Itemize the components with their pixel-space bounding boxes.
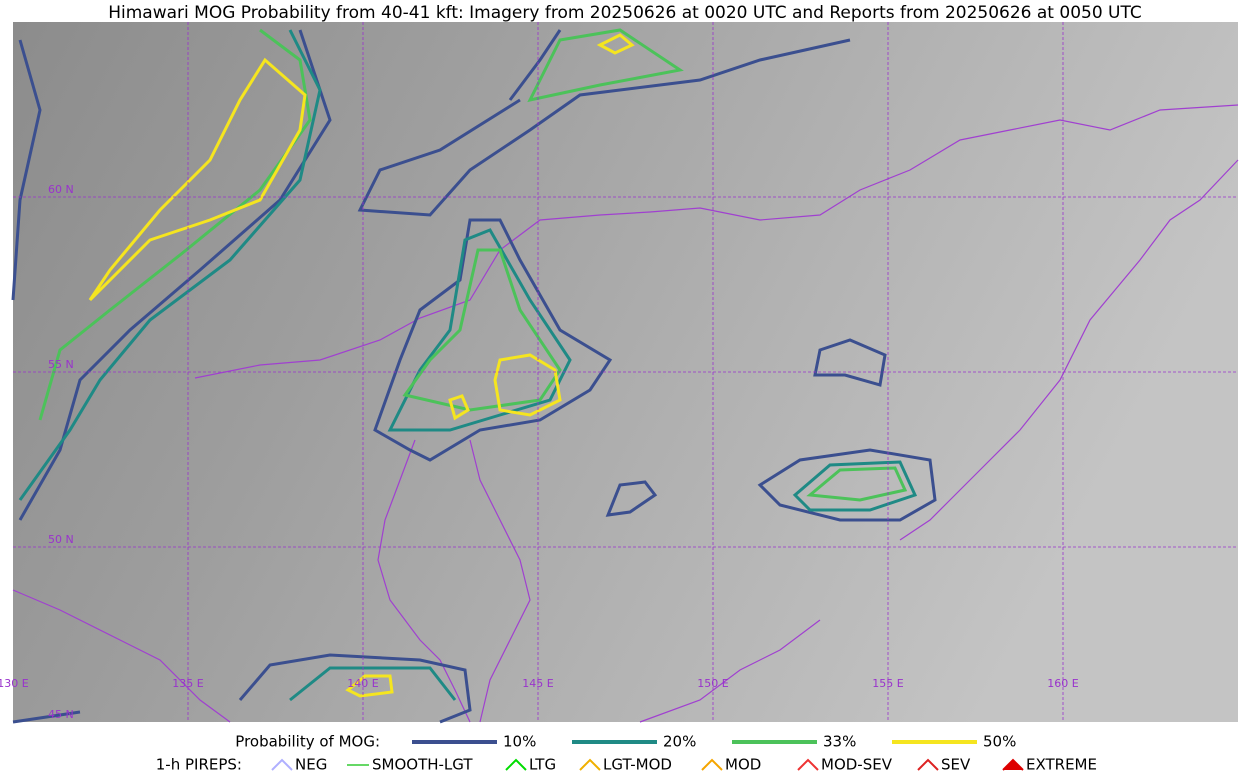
title: Himawari MOG Probability from 40-41 kft:… (108, 3, 1142, 23)
lon-label: 135 E (172, 677, 203, 690)
lon-label: 155 E (872, 677, 903, 690)
legend-label: 33% (823, 733, 856, 751)
lat-label: 55 N (48, 358, 74, 371)
pirep-label: SEV (941, 756, 971, 774)
legend-label: 50% (983, 733, 1016, 751)
pirep-label: SMOOTH-LGT (372, 756, 473, 774)
coastlines (12, 104, 1239, 723)
graticule: 60 N 55 N 50 N 45 N 130 E 135 E 140 E 145 E 150 … (0, 22, 1238, 722)
contours (11, 28, 937, 724)
lon-label: 140 E (347, 677, 378, 690)
pirep-symbol (1002, 758, 1024, 771)
pirep-label: MOD (725, 756, 761, 774)
legend-label: 10% (503, 733, 536, 751)
pirep-symbol (579, 758, 601, 771)
pirep-symbol (505, 758, 527, 771)
pirep-label: EXTREME (1026, 756, 1097, 774)
pirep-symbol (271, 758, 293, 771)
pirep-label: NEG (295, 756, 327, 774)
pirep-label: LGT-MOD (603, 756, 672, 774)
legend-heading: Probability of MOG: (235, 733, 380, 751)
pirep-symbol (917, 758, 939, 771)
lon-label: 160 E (1047, 677, 1078, 690)
legend-heading: 1-h PIREPS: (156, 756, 242, 774)
pirep-label: LTG (529, 756, 556, 774)
legend-label: 20% (663, 733, 696, 751)
lon-label: 130 E (0, 677, 29, 690)
pirep-symbol (797, 758, 819, 771)
lon-label: 145 E (522, 677, 553, 690)
legend: Probability of MOG: 10% 20% 33% 50% 1-h PIREP… (156, 733, 1097, 774)
lon-label: 150 E (697, 677, 728, 690)
lat-label: 45 N (48, 708, 74, 721)
lat-label: 60 N (48, 183, 74, 196)
lat-label: 50 N (48, 533, 74, 546)
pirep-label: MOD-SEV (821, 756, 893, 774)
pirep-symbol (701, 758, 723, 771)
